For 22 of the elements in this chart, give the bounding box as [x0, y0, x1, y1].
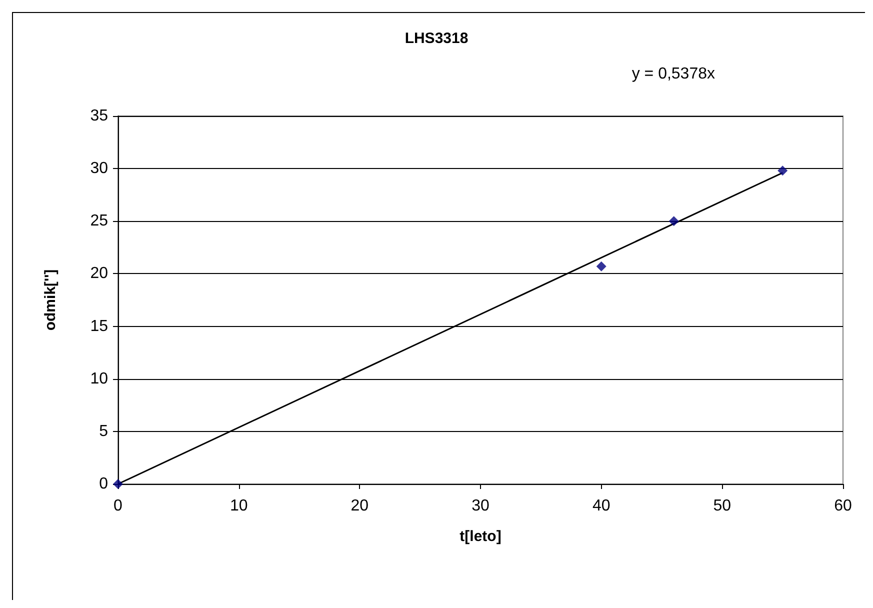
y-tick-label: 30: [90, 160, 108, 178]
y-tick-label: 0: [99, 476, 108, 492]
x-tick-label: 20: [350, 498, 369, 514]
x-tick-label: 40: [592, 498, 610, 514]
y-tick-label: 35: [90, 108, 108, 124]
y-tick-label: 10: [90, 370, 108, 388]
x-tick-label: 50: [713, 498, 732, 514]
text: y = 0,5378x: [632, 66, 715, 82]
y-tick-label: 15: [90, 318, 108, 335]
y-axis-title: odmik['']: [42, 269, 59, 331]
x-tick-label: 10: [230, 498, 248, 514]
y-tick-label: 5: [99, 422, 108, 440]
x-tick-label: 0: [114, 498, 123, 514]
x-tick-label: 30: [472, 498, 490, 514]
x-axis-title: t[leto]: [460, 528, 502, 545]
chart-title: LHS3318: [404, 30, 468, 47]
point: [778, 166, 788, 176]
point: [668, 216, 679, 226]
y-tick-label: 25: [90, 212, 108, 230]
x-tick-label: 60: [834, 498, 852, 514]
point: [596, 261, 606, 272]
y-tick-label: 20: [90, 265, 108, 282]
